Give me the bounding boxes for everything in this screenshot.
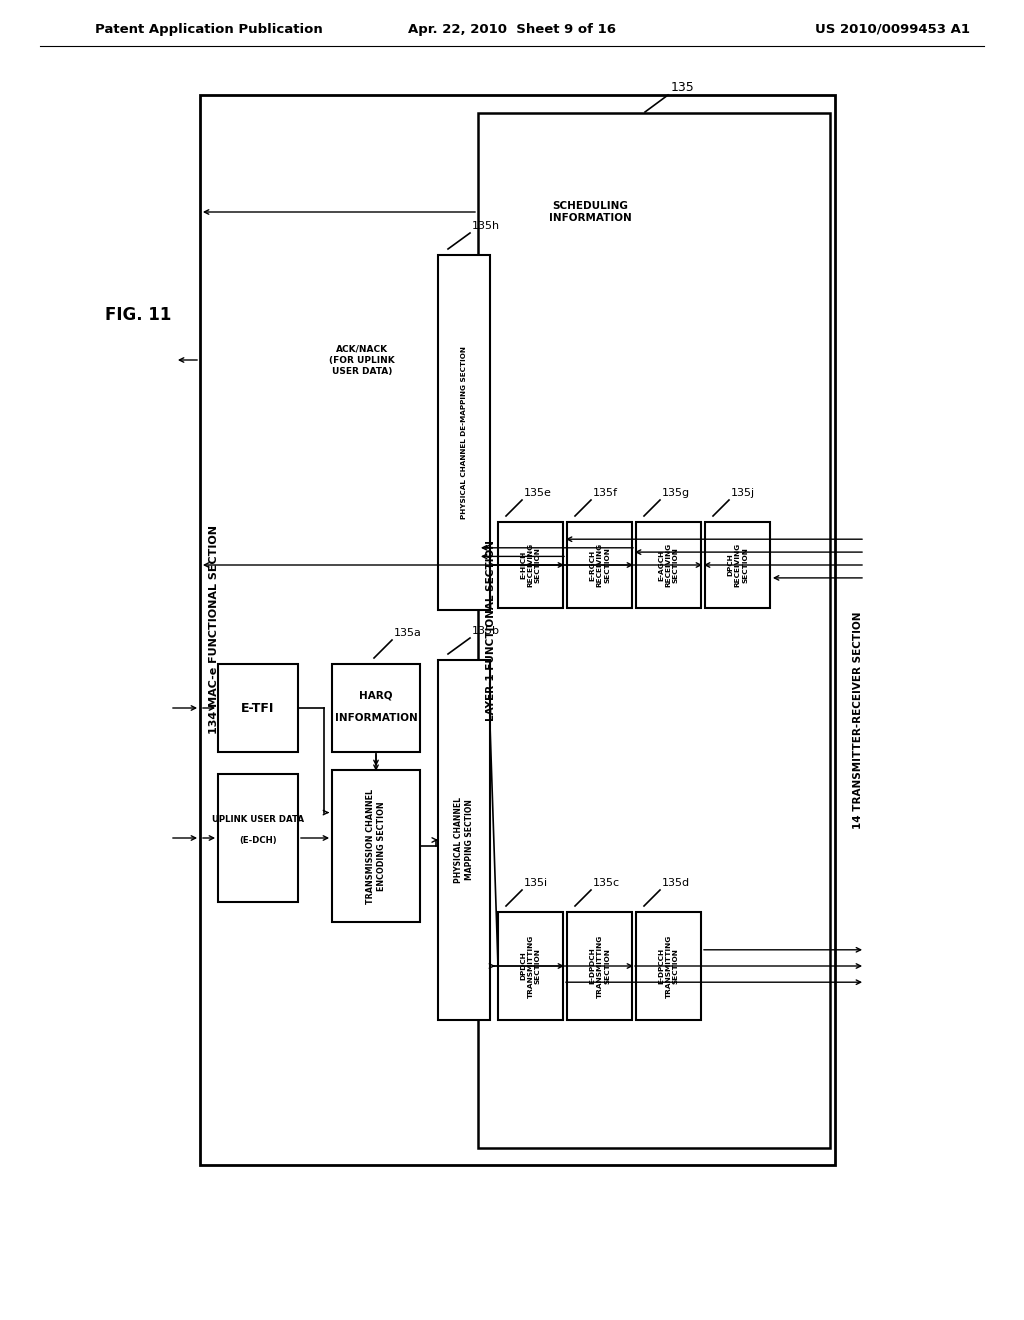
Text: LAYER-1 FUNCTIONAL SECTION: LAYER-1 FUNCTIONAL SECTION [486, 540, 496, 721]
Bar [567, 521, 632, 609]
Bar [478, 114, 830, 1148]
Text: 135g: 135g [662, 488, 690, 498]
Text: 135: 135 [671, 81, 694, 94]
Text: Patent Application Publication: Patent Application Publication [95, 22, 323, 36]
Text: E-DPCCH
TRANSMITTING
SECTION: E-DPCCH TRANSMITTING SECTION [658, 935, 679, 998]
Text: 135j: 135j [731, 488, 755, 498]
Text: E-TFI: E-TFI [242, 701, 274, 714]
Bar [218, 664, 298, 752]
Bar [636, 521, 701, 609]
Bar [332, 664, 420, 752]
Text: 135d: 135d [662, 878, 690, 888]
Bar [567, 912, 632, 1020]
Text: 135b: 135b [472, 626, 500, 636]
Text: US 2010/0099453 A1: US 2010/0099453 A1 [815, 22, 970, 36]
Text: TRANSMISSION CHANNEL
ENCODING SECTION: TRANSMISSION CHANNEL ENCODING SECTION [366, 788, 386, 904]
Text: INFORMATION: INFORMATION [335, 713, 418, 723]
Text: UPLINK USER DATA: UPLINK USER DATA [212, 816, 304, 825]
Bar [438, 255, 490, 610]
Text: 135e: 135e [524, 488, 552, 498]
Text: PHYSICAL CHANNEL DE-MAPPING SECTION: PHYSICAL CHANNEL DE-MAPPING SECTION [461, 346, 467, 519]
Bar [438, 660, 490, 1020]
Text: FIG. 11: FIG. 11 [105, 306, 171, 323]
Bar [636, 912, 701, 1020]
Text: E-AGCH
RECEIVING
SECTION: E-AGCH RECEIVING SECTION [658, 543, 679, 587]
Bar [705, 521, 770, 609]
Bar [200, 95, 835, 1166]
Text: DPDCH
TRANSMITTING
SECTION: DPDCH TRANSMITTING SECTION [520, 935, 541, 998]
Text: 14 TRANSMITTER-RECEIVER SECTION: 14 TRANSMITTER-RECEIVER SECTION [853, 611, 863, 829]
Text: 134 MAC-e FUNCTIONAL SECTION: 134 MAC-e FUNCTIONAL SECTION [209, 525, 219, 734]
Text: E-HICH
RECEIVING
SECTION: E-HICH RECEIVING SECTION [520, 543, 541, 587]
Text: (E-DCH): (E-DCH) [240, 836, 276, 845]
Text: E-DPDCH
TRANSMITTING
SECTION: E-DPDCH TRANSMITTING SECTION [589, 935, 610, 998]
Bar [498, 912, 563, 1020]
Bar [498, 521, 563, 609]
Text: 135c: 135c [593, 878, 621, 888]
Text: HARQ: HARQ [359, 690, 393, 701]
Text: 135f: 135f [593, 488, 618, 498]
Bar [218, 774, 298, 902]
Text: SCHEDULING
INFORMATION: SCHEDULING INFORMATION [549, 201, 632, 223]
Text: ACK/NACK
(FOR UPLINK
USER DATA): ACK/NACK (FOR UPLINK USER DATA) [329, 345, 395, 376]
Text: 135h: 135h [472, 220, 500, 231]
Text: 135a: 135a [394, 628, 422, 638]
Text: DPCH
RECEIVING
SECTION: DPCH RECEIVING SECTION [727, 543, 748, 587]
Text: Apr. 22, 2010  Sheet 9 of 16: Apr. 22, 2010 Sheet 9 of 16 [408, 22, 616, 36]
Text: E-RGCH
RECEIVING
SECTION: E-RGCH RECEIVING SECTION [589, 543, 610, 587]
Text: PHYSICAL CHANNEL
MAPPING SECTION: PHYSICAL CHANNEL MAPPING SECTION [454, 797, 474, 883]
Bar [332, 770, 420, 921]
Text: 135i: 135i [524, 878, 548, 888]
